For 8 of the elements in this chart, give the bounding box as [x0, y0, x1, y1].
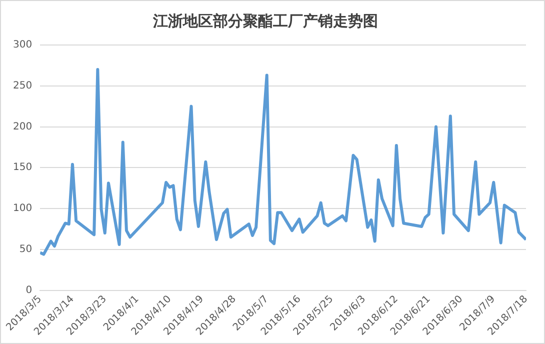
- y-tick-label: 50: [19, 244, 32, 255]
- y-tick-label: 250: [12, 80, 32, 92]
- y-tick-label: 0: [26, 284, 32, 296]
- y-tick-label: 150: [12, 162, 32, 174]
- y-tick-label: 200: [12, 121, 32, 132]
- y-tick-label: 100: [12, 203, 32, 214]
- chart-title: 江浙地区部分聚酯工厂产销走势图: [152, 12, 378, 30]
- y-tick-label: 300: [12, 40, 32, 51]
